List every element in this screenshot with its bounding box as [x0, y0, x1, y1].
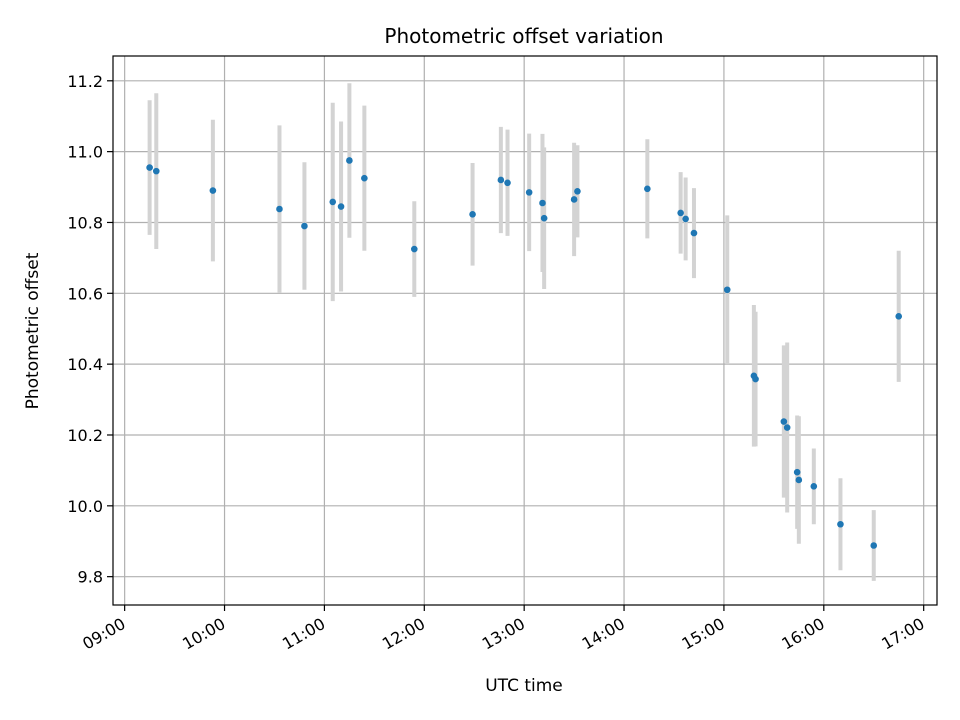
- y-tick-label: 10.6: [67, 284, 103, 303]
- data-point: [276, 205, 283, 213]
- data-point: [146, 164, 153, 171]
- data-point: [723, 286, 731, 294]
- y-tick-label: 10.8: [67, 213, 103, 232]
- data-point: [361, 174, 368, 182]
- data-point: [337, 203, 345, 210]
- data-point: [301, 222, 308, 230]
- data-point: [780, 418, 788, 425]
- data-point: [469, 211, 476, 218]
- data-point: [574, 188, 581, 195]
- y-tick-label: 11.2: [67, 72, 103, 91]
- data-point: [497, 176, 505, 184]
- data-point: [411, 245, 418, 253]
- data-point: [209, 187, 217, 194]
- chart-title: Photometric offset variation: [384, 24, 663, 48]
- data-point: [837, 520, 844, 528]
- data-point: [810, 483, 818, 490]
- x-axis-title: UTC time: [485, 676, 563, 696]
- plot-area-frame: [112, 55, 938, 606]
- data-point: [677, 209, 684, 217]
- data-point: [793, 468, 801, 476]
- data-point: [783, 424, 791, 431]
- data-point: [346, 157, 353, 164]
- data-point: [795, 476, 803, 484]
- y-tick-label: 10.4: [67, 355, 103, 374]
- data-point: [870, 542, 878, 549]
- y-axis-ticks: 9.8 10.0 10.2 10.4 10.6 10.8 11.0 11.2: [67, 72, 113, 587]
- data-point: [570, 196, 578, 203]
- y-tick-label: 10.0: [67, 497, 103, 516]
- data-point: [152, 167, 160, 175]
- data-point: [329, 198, 337, 206]
- y-axis-title: Photometric offset: [23, 252, 43, 409]
- data-point: [644, 185, 651, 193]
- y-tick-label: 9.8: [78, 568, 103, 587]
- data-point: [540, 214, 548, 222]
- grid: [113, 56, 937, 605]
- data-point: [539, 199, 546, 207]
- data-points: [146, 157, 903, 549]
- data-point: [525, 189, 533, 196]
- data-point: [895, 313, 903, 320]
- data-point: [682, 215, 689, 223]
- y-tick-label: 10.2: [67, 426, 103, 445]
- data-point: [504, 179, 511, 187]
- data-point: [690, 229, 698, 237]
- data-point: [752, 375, 759, 383]
- y-tick-label: 11.0: [67, 143, 103, 162]
